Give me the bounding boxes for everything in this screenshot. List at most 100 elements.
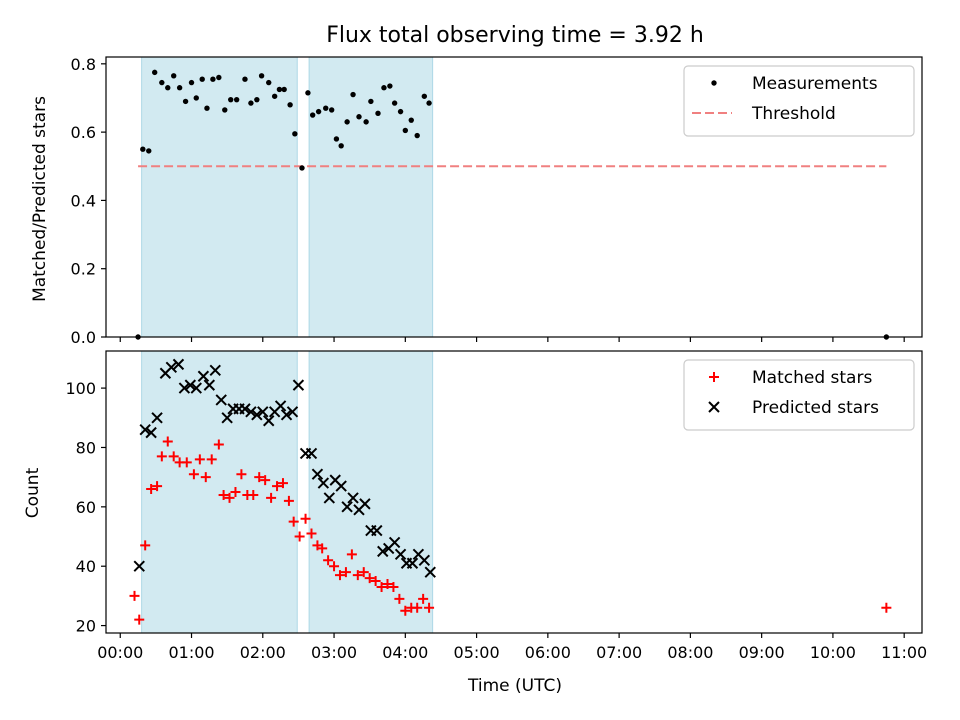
matched-star-marker bbox=[352, 570, 363, 581]
measurement-point bbox=[387, 83, 393, 89]
predicted-star-marker bbox=[203, 379, 216, 391]
matched-star-marker bbox=[370, 576, 381, 587]
matched-star-marker bbox=[346, 549, 357, 560]
measurement-point bbox=[368, 98, 374, 105]
matched-star-marker bbox=[424, 602, 435, 613]
observing-window-band bbox=[308, 350, 434, 634]
matched-star-marker bbox=[394, 593, 405, 604]
matched-star-marker bbox=[206, 454, 217, 465]
predicted-star-marker bbox=[190, 382, 202, 394]
matched-star-marker bbox=[388, 581, 399, 592]
x-axis-label: Time (UTC) bbox=[467, 676, 562, 696]
matched-star-marker bbox=[334, 570, 345, 581]
measurement-point bbox=[242, 76, 248, 82]
measurement-point bbox=[182, 98, 189, 105]
matched-star-marker bbox=[129, 590, 140, 601]
legend-label: Measurements bbox=[752, 74, 878, 94]
measurement-point bbox=[233, 96, 240, 103]
predicted-star-marker bbox=[133, 560, 145, 572]
x-tick-label: 07:00 bbox=[596, 643, 642, 662]
measurement-point bbox=[414, 132, 420, 139]
measurement-point bbox=[176, 85, 183, 91]
measurement-point bbox=[287, 102, 293, 108]
measurement-point bbox=[281, 86, 287, 93]
y-tick-label: 60 bbox=[76, 498, 96, 517]
predicted-star-marker bbox=[394, 548, 407, 561]
measurement-point bbox=[271, 93, 278, 99]
matched-star-marker bbox=[194, 454, 205, 465]
matched-star-marker bbox=[266, 492, 277, 503]
predicted-star-marker bbox=[280, 409, 293, 421]
matched-star-marker bbox=[283, 495, 294, 506]
x-tick-label: 05:00 bbox=[454, 643, 500, 662]
measurement-point bbox=[397, 108, 404, 115]
matched-star-marker bbox=[272, 481, 283, 492]
predicted-star-marker bbox=[341, 501, 353, 513]
predicted-star-marker bbox=[263, 415, 275, 427]
observing-window-band bbox=[141, 56, 298, 338]
measurement-point bbox=[344, 119, 350, 125]
measurement-point bbox=[421, 93, 428, 99]
matched-star-marker bbox=[881, 602, 892, 613]
y-tick-label: 100 bbox=[65, 379, 96, 398]
bottom-panel: 20 40 60 80 100 00:00 01:00 02:00 03:00 04:00 05:0… bbox=[65, 350, 927, 662]
plot-frame bbox=[105, 350, 923, 634]
matched-star-marker bbox=[254, 472, 265, 483]
predicted-star-marker bbox=[286, 406, 299, 418]
predicted-star-marker bbox=[209, 364, 221, 377]
matched-star-marker bbox=[412, 602, 423, 613]
measurement-point bbox=[228, 96, 234, 103]
measurement-point bbox=[305, 90, 311, 96]
matched-star-marker bbox=[188, 469, 199, 480]
legend: Measurements Threshold bbox=[683, 65, 915, 137]
measurement-point bbox=[426, 100, 432, 106]
y-tick-label: 0.8 bbox=[71, 55, 96, 74]
matched-star-marker bbox=[213, 439, 224, 450]
matched-star-marker bbox=[376, 581, 387, 592]
measurement-point bbox=[188, 79, 195, 86]
measurement-point bbox=[266, 79, 272, 86]
measurement-point bbox=[350, 91, 356, 98]
x-tick-label: 02:00 bbox=[240, 643, 286, 662]
predicted-star-marker bbox=[197, 370, 210, 382]
legend-box bbox=[683, 359, 915, 431]
top-y-axis-label: Matched/Predicted stars bbox=[30, 96, 50, 302]
predicted-star-marker bbox=[215, 394, 227, 406]
matched-star-marker bbox=[329, 561, 340, 572]
x-tick-label: 09:00 bbox=[739, 643, 785, 662]
matched-star-marker bbox=[288, 516, 299, 527]
legend-label: Matched stars bbox=[752, 368, 872, 388]
legend-marker-matched bbox=[709, 372, 719, 382]
legend-marker-predicted bbox=[708, 401, 720, 413]
predicted-star-marker bbox=[317, 477, 330, 489]
predicted-star-marker bbox=[371, 524, 383, 537]
predicted-star-marker bbox=[347, 492, 359, 504]
predicted-star-marker bbox=[424, 566, 436, 578]
measurement-point bbox=[402, 127, 409, 134]
predicted-star-marker bbox=[172, 358, 185, 371]
matched-star-marker bbox=[146, 484, 157, 495]
matched-star-marker bbox=[230, 487, 241, 497]
y-tick-label: 0.0 bbox=[71, 328, 96, 347]
measurement-point bbox=[276, 86, 283, 93]
y-tick-label: 0.4 bbox=[71, 191, 96, 210]
bottom-y-axis-label: Count bbox=[23, 467, 43, 518]
matched-star-marker bbox=[200, 472, 211, 483]
predicted-star-marker bbox=[251, 409, 263, 421]
predicted-star-marker bbox=[274, 400, 287, 412]
predicted-star-marker bbox=[335, 480, 347, 492]
matched-star-marker bbox=[248, 489, 259, 500]
y-tick-label: 0.2 bbox=[71, 260, 96, 279]
measurement-point bbox=[210, 76, 216, 82]
legend-marker-measurements bbox=[711, 80, 717, 86]
top-panel: 0.0 0.2 0.4 0.6 0.8 Measurements Threshold bbox=[71, 55, 923, 347]
matched-star-marker bbox=[306, 528, 317, 539]
matched-star-marker bbox=[134, 614, 145, 625]
predicted-star-marker bbox=[418, 554, 431, 566]
legend-label: Predicted stars bbox=[752, 398, 879, 418]
matched-star-marker bbox=[277, 478, 288, 489]
y-tick-label: 40 bbox=[76, 557, 96, 576]
measurement-point bbox=[292, 131, 298, 137]
measurement-point bbox=[146, 148, 152, 154]
y-tick-label: 20 bbox=[76, 617, 96, 636]
